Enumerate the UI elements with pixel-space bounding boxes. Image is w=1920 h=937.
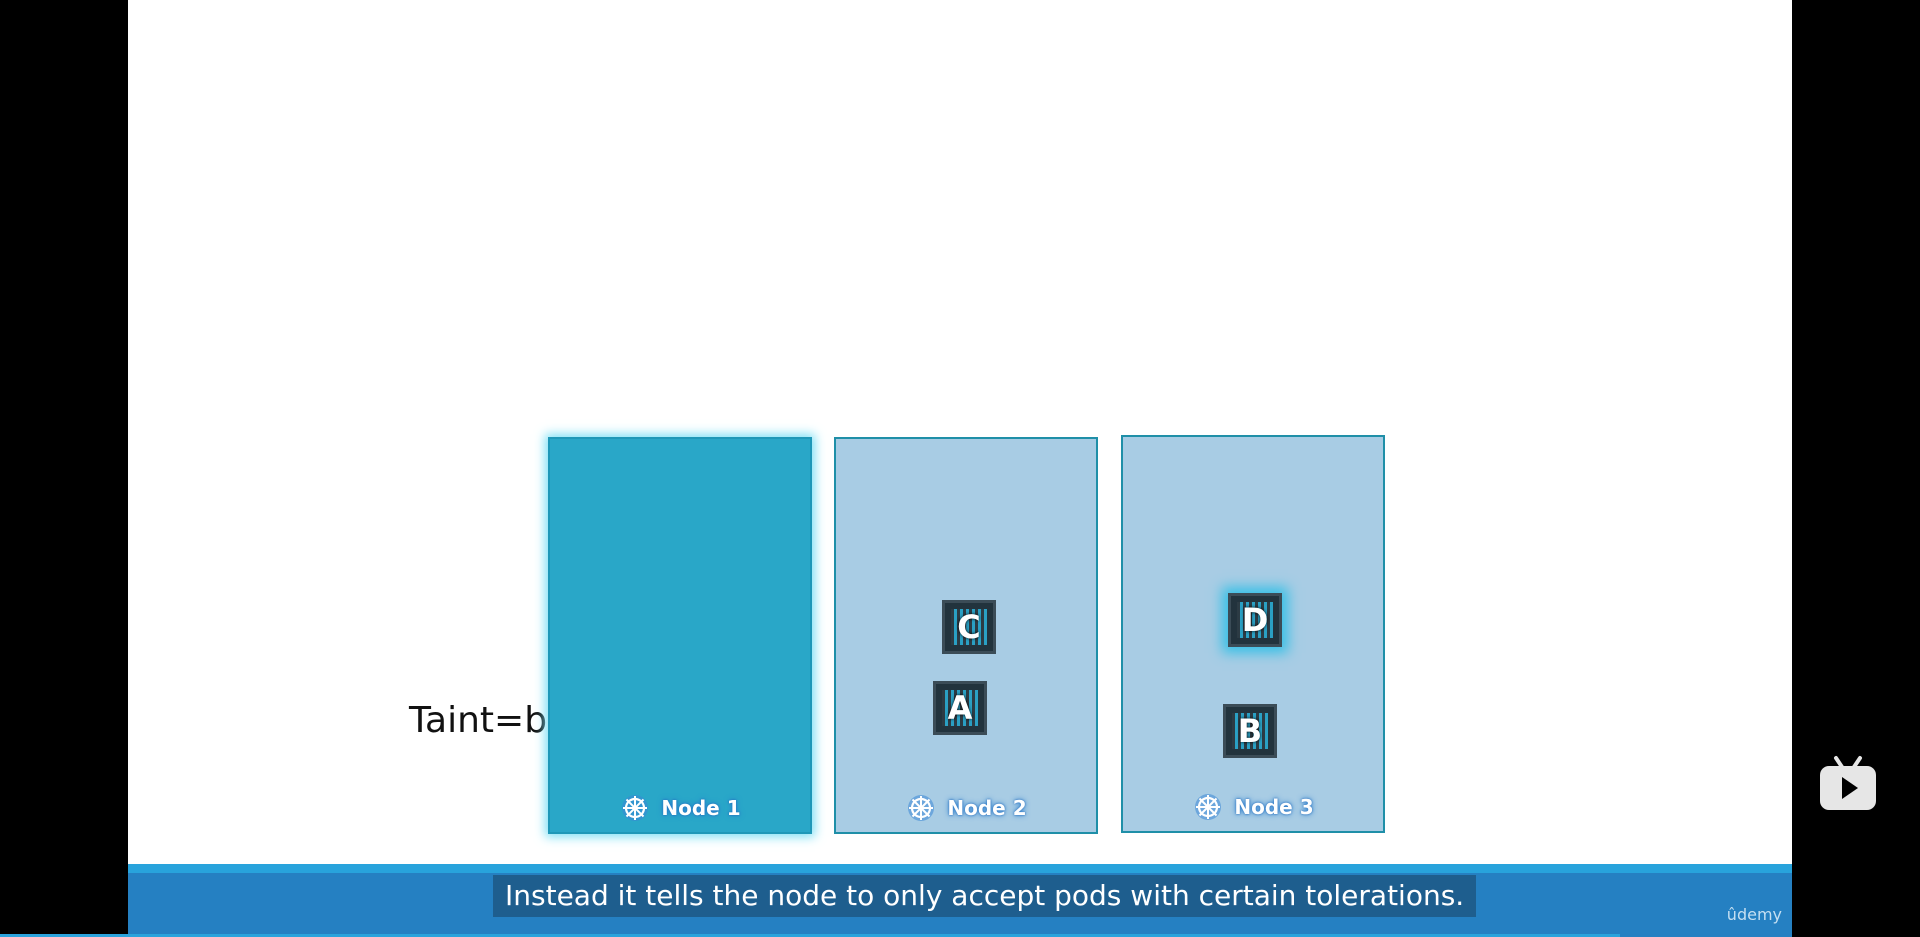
kubernetes-wheel-icon	[1195, 794, 1222, 820]
node-2-label: Node 2	[947, 796, 1027, 820]
kubernetes-wheel-icon	[622, 795, 649, 821]
kubernetes-wheel-icon	[908, 795, 935, 821]
node-2-label-group: Node 2	[836, 792, 1096, 824]
node-3-box: D B Node 3	[1121, 435, 1385, 833]
pod-d-label: D	[1241, 601, 1269, 639]
udemy-watermark: ûdemy	[1726, 905, 1782, 924]
pod-a: A	[933, 681, 987, 735]
node-3-label-group: Node 3	[1123, 791, 1383, 823]
node-1-label-group: Node 1	[550, 792, 810, 824]
node-2-box: C A Node 2	[834, 437, 1098, 834]
pod-b: B	[1223, 704, 1277, 758]
pod-d: D	[1228, 593, 1282, 647]
caption-bar-strip	[128, 864, 1792, 873]
subtitle-caption: Instead it tells the node to only accept…	[493, 875, 1477, 917]
pod-c: C	[942, 600, 996, 654]
node-3-label: Node 3	[1234, 795, 1314, 819]
node-1-box: Node 1	[548, 437, 812, 834]
pod-b-label: B	[1237, 712, 1263, 750]
playback-progress[interactable]	[0, 934, 1620, 937]
pod-a-label: A	[947, 689, 973, 727]
pod-c-label: C	[957, 608, 981, 646]
bilibili-tv-icon[interactable]	[1818, 754, 1878, 814]
node-1-label: Node 1	[661, 796, 741, 820]
